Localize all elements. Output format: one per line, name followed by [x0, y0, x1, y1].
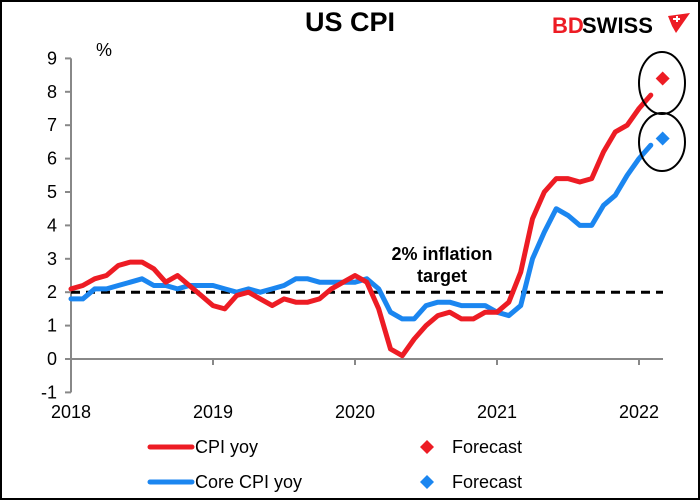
forecast-group — [655, 71, 670, 146]
legend-label-cpi: CPI yoy — [195, 437, 258, 457]
x-tick-label: 2021 — [477, 402, 517, 422]
logo-text-bd: BD — [552, 13, 584, 38]
legend-label-core: Core CPI yoy — [195, 472, 302, 492]
legend-diamond-icon-cpi — [420, 440, 434, 454]
y-tick-label: 7 — [47, 115, 57, 135]
forecast-marker-cpi-yoy — [655, 71, 670, 86]
y-tick-label: 0 — [47, 349, 57, 369]
series-group — [68, 92, 654, 359]
legend-label-forecast-cpi: Forecast — [452, 437, 522, 457]
logo-text-swiss: SWISS — [582, 13, 653, 38]
y-tick-label: 4 — [47, 215, 57, 235]
logo-cross-icon — [673, 16, 680, 22]
legend: CPI yoy Forecast Core CPI yoy Forecast — [147, 437, 522, 492]
y-tick-label: 9 — [47, 48, 57, 68]
y-unit-label: % — [96, 40, 112, 60]
x-axis: 2018 2019 2020 2021 2022 — [51, 358, 663, 422]
forecast-highlight-circle-core — [638, 112, 686, 172]
y-tick-label: 6 — [47, 149, 57, 169]
logo-flag-icon — [668, 13, 690, 33]
y-tick-label: 5 — [47, 182, 57, 202]
target-annotation-line2: target — [417, 266, 467, 286]
x-tick-label: 2022 — [619, 402, 659, 422]
x-tick-label: 2020 — [335, 402, 375, 422]
target-annotation-line1: 2% inflation — [391, 244, 492, 264]
legend-label-forecast-core: Forecast — [452, 472, 522, 492]
x-tick-label: 2018 — [51, 402, 91, 422]
brand-logo: BD SWISS — [552, 13, 690, 38]
x-tick-label: 2019 — [193, 402, 233, 422]
y-tick-label: -1 — [41, 382, 57, 402]
y-tick-label: 3 — [47, 249, 57, 269]
y-tick-label: 8 — [47, 82, 57, 102]
chart-title: US CPI — [305, 7, 395, 37]
y-tick-label: 2 — [47, 282, 57, 302]
forecast-marker-core-cpi-yoy — [655, 131, 670, 146]
y-axis: -1 0 1 2 3 4 5 6 7 8 9 — [41, 48, 72, 402]
series-line-cpi-yoy — [68, 92, 654, 359]
y-tick-label: 1 — [47, 316, 57, 336]
legend-diamond-icon-core — [420, 475, 434, 489]
